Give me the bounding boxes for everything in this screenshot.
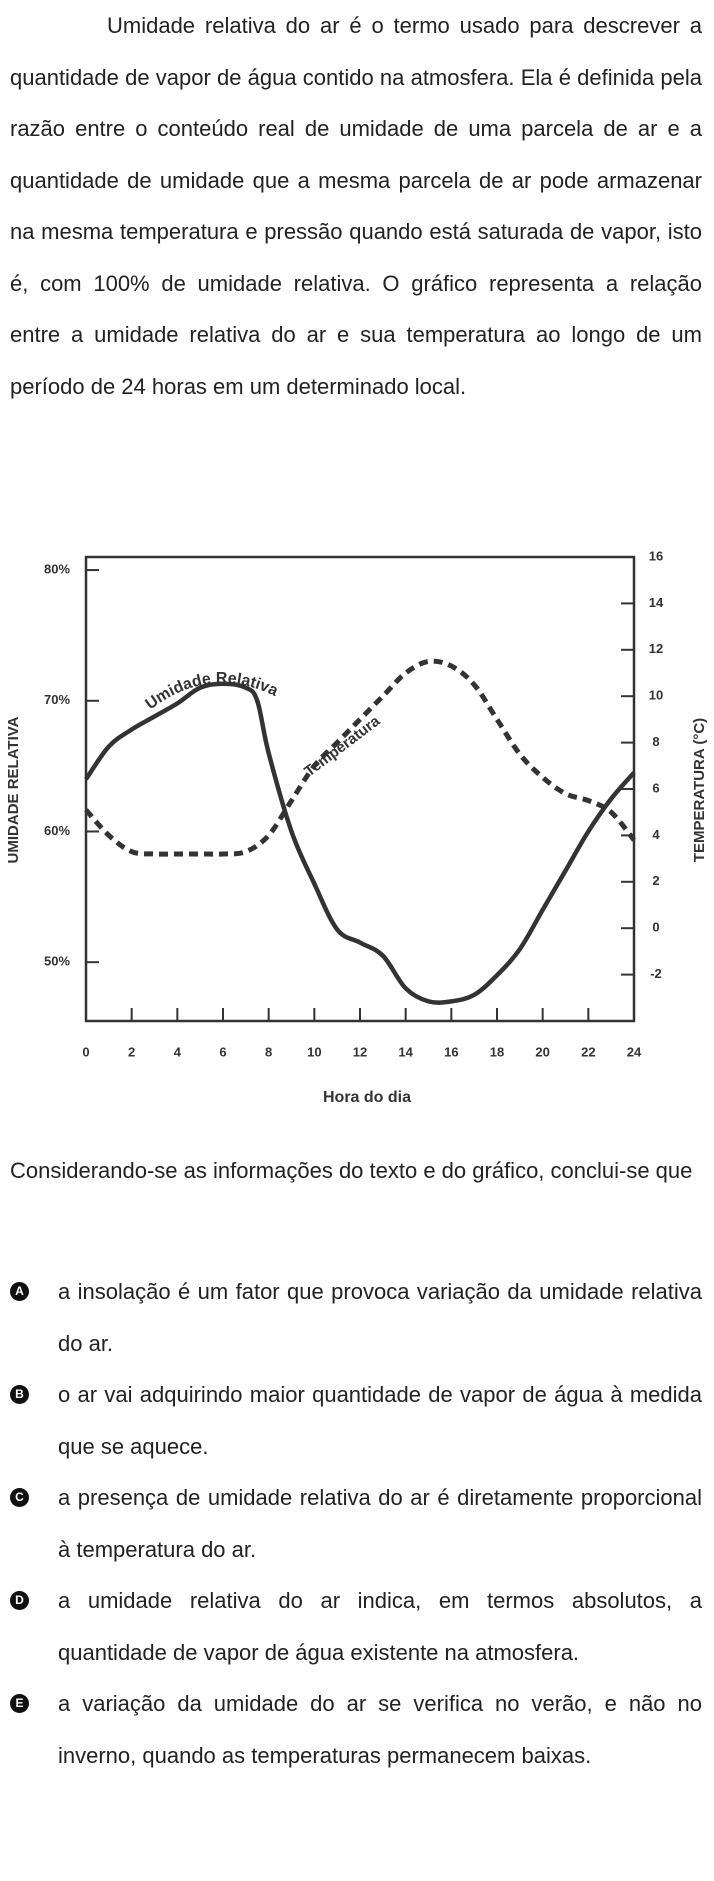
y2-tick-label: -2 [650, 966, 662, 981]
series-label: Temperatura [301, 712, 383, 780]
x-tick-label: 10 [307, 1044, 321, 1059]
intro-text: Umidade relativa do ar é o termo usado p… [10, 13, 702, 399]
series-line [84, 681, 636, 1005]
x-tick-label: 4 [174, 1044, 182, 1059]
option-letter: C [10, 1488, 29, 1507]
chart: Umidade Relativa Temperatura Hora do dia… [5, 548, 708, 1106]
y-tick-label: 80% [44, 562, 70, 577]
x-tick-label: 22 [581, 1044, 595, 1059]
x-tick-label: 14 [398, 1044, 413, 1059]
option-text: a presença de umidade relativa do ar é d… [58, 1485, 702, 1562]
option-text: a insolação é um fator que provoca varia… [58, 1279, 702, 1356]
option-letter: B [10, 1385, 29, 1404]
x-tick-label: 0 [82, 1044, 89, 1059]
y2-tick-label: 8 [652, 734, 659, 749]
option-text: a umidade relativa do ar indica, em term… [58, 1588, 702, 1665]
x-tick-label: 8 [265, 1044, 272, 1059]
x-tick-label: 6 [219, 1044, 226, 1059]
y2-tick-label: 16 [649, 548, 663, 563]
y2-tick-label: 4 [652, 827, 660, 842]
question-text: Considerando-se as informações do texto … [10, 1158, 693, 1183]
option-text: o ar vai adquirindo maior quantidade de … [58, 1382, 702, 1459]
x-tick-label: 24 [627, 1044, 642, 1059]
option-text: a variação da umidade do ar se verifica … [58, 1691, 702, 1768]
x-tick-label: 2 [128, 1044, 135, 1059]
option-letter: E [10, 1694, 29, 1713]
y2-tick-label: 10 [649, 688, 663, 703]
x-axis-title: Hora do dia [323, 1089, 411, 1106]
option-letter: D [10, 1591, 29, 1610]
x-tick-label: 20 [535, 1044, 549, 1059]
series-line [84, 658, 636, 857]
y2-tick-label: 12 [649, 641, 663, 656]
y2-tick-label: 14 [649, 595, 664, 610]
x-tick-label: 18 [490, 1044, 504, 1059]
y-tick-label: 70% [44, 692, 70, 707]
y2-axis-title: TEMPERATURA (°C) [691, 718, 708, 862]
y-tick-label: 50% [44, 954, 70, 969]
y-tick-label: 60% [44, 823, 70, 838]
y2-tick-label: 2 [652, 873, 659, 888]
plot-frame [84, 555, 636, 1023]
x-tick-label: 12 [353, 1044, 367, 1059]
y-axis-title: UMIDADE RELATIVA [5, 716, 22, 863]
option-letter: A [10, 1282, 29, 1301]
y2-tick-label: 0 [652, 920, 659, 935]
x-tick-label: 16 [444, 1044, 458, 1059]
y2-tick-label: 6 [652, 780, 659, 795]
